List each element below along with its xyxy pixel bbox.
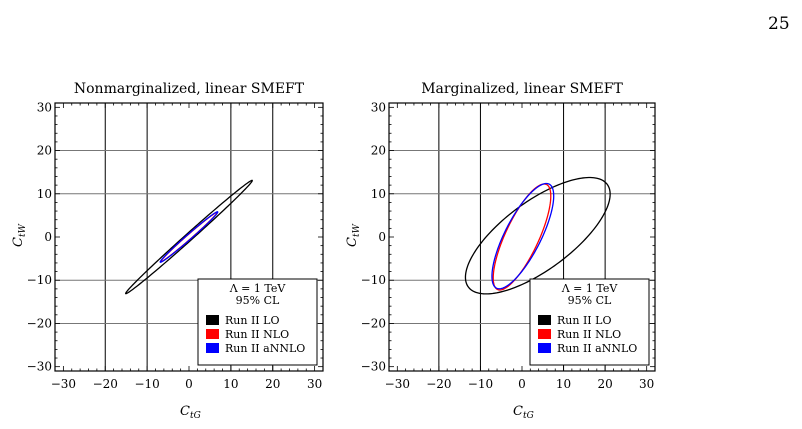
contour-run-ii-nlo — [160, 211, 218, 263]
legend-entry-label: Run II aNNLO — [557, 342, 637, 355]
legend-header-line: Λ = 1 TeV — [561, 282, 619, 295]
x-tick-label: 10 — [556, 377, 571, 391]
y-tick-label: 20 — [371, 144, 386, 158]
x-axis-label: CtG — [513, 404, 534, 421]
x-tick-label: −20 — [93, 377, 118, 391]
contour-run-ii-annlo — [491, 182, 555, 290]
legend-entry-label: Run II LO — [557, 314, 611, 327]
x-axis-label: CtG — [180, 404, 201, 421]
x-tick-label: −10 — [468, 377, 493, 391]
x-tick-label: 10 — [223, 377, 238, 391]
y-tick-label: −30 — [27, 360, 52, 374]
contour-run-ii-lo — [124, 179, 254, 295]
y-tick-label: 0 — [44, 230, 52, 244]
chart-panel-marginalized: −30 −20 −10 0 10 20 30 −30 −20 −10 0 10 20 30 Marginal… — [345, 81, 656, 421]
y-axis-label: CtW — [11, 223, 28, 247]
x-tick-label: −20 — [426, 377, 451, 391]
legend-entry-label: Run II NLO — [225, 328, 289, 341]
x-tick-label: −10 — [134, 377, 159, 391]
legend-entry-label: Run II LO — [225, 314, 279, 327]
x-tick-label: 0 — [185, 377, 193, 391]
y-tick-label: −30 — [361, 360, 386, 374]
y-tick-label: −10 — [361, 273, 386, 287]
y-tick-label: −20 — [27, 316, 52, 330]
chart-panel-nonmarginalized: −30 −20 −10 0 10 20 30 −30 −20 −10 0 10 20 30 Nonmargi… — [11, 81, 324, 421]
x-tick-label: 30 — [639, 377, 654, 391]
y-axis-label: CtW — [345, 223, 362, 247]
y-tick-label: 0 — [378, 230, 386, 244]
legend-entry-label: Run II aNNLO — [225, 342, 305, 355]
y-tick-label: 10 — [37, 187, 52, 201]
x-tick-label: 0 — [518, 377, 526, 391]
y-tick-label: −20 — [361, 316, 386, 330]
y-tick-label: 30 — [371, 100, 386, 114]
contour-run-ii-annlo — [159, 211, 219, 263]
legend-swatch — [538, 329, 551, 339]
x-tick-label: 30 — [307, 377, 322, 391]
legend-swatch — [206, 315, 219, 325]
x-tick-label: −30 — [51, 377, 76, 391]
y-tick-label: 20 — [37, 144, 52, 158]
legend-header-line: 95% CL — [236, 294, 280, 307]
x-tick-label: 20 — [265, 377, 280, 391]
y-tick-label: −10 — [27, 273, 52, 287]
y-tick-label: 10 — [371, 187, 386, 201]
legend-swatch — [538, 343, 551, 353]
plot-frame — [54, 102, 324, 372]
y-tick-label: 30 — [37, 100, 52, 114]
page-number: 25 — [768, 14, 790, 34]
plot-frame — [388, 102, 656, 372]
legend-swatch — [538, 315, 551, 325]
x-tick-label: −30 — [385, 377, 410, 391]
legend-header-line: Λ = 1 TeV — [229, 282, 287, 295]
contour-run-ii-lo — [464, 176, 611, 295]
chart-title: Nonmarginalized, linear SMEFT — [74, 81, 305, 97]
legend-swatch — [206, 329, 219, 339]
chart-title: Marginalized, linear SMEFT — [421, 81, 623, 97]
legend-swatch — [206, 343, 219, 353]
legend-entry-label: Run II NLO — [557, 328, 621, 341]
x-tick-label: 20 — [597, 377, 612, 391]
legend-header-line: 95% CL — [568, 294, 612, 307]
